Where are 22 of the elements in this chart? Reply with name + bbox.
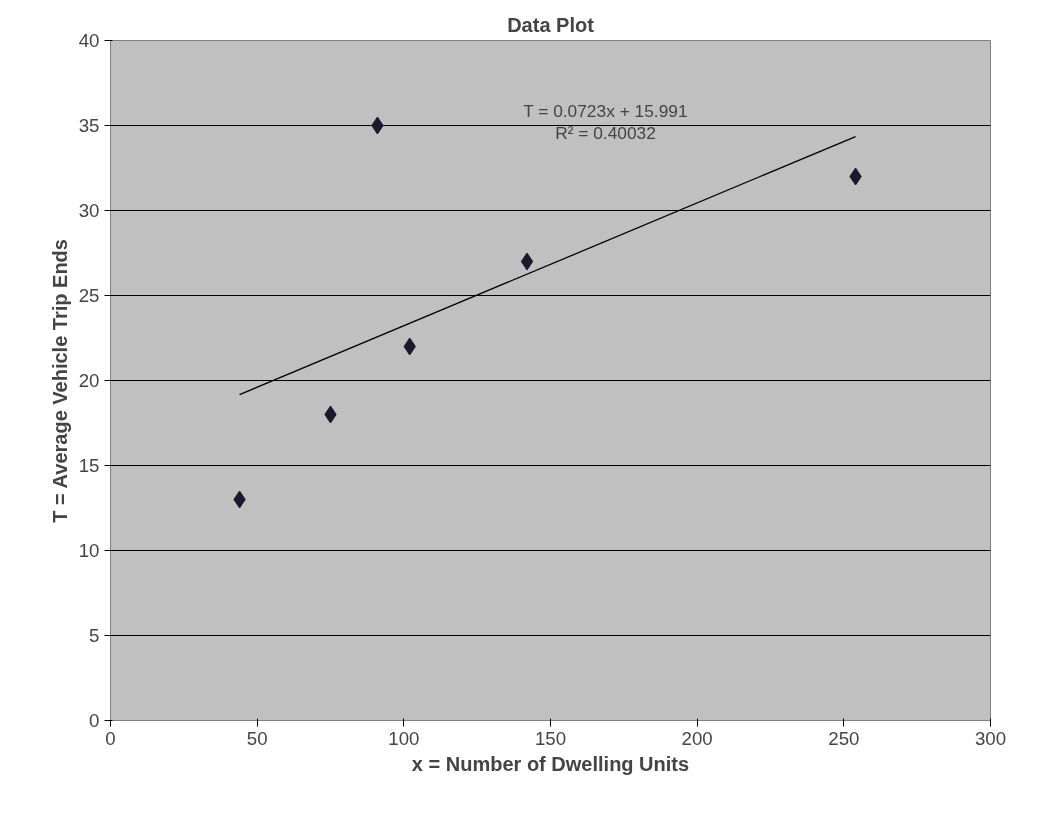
y-tick-label: 5	[89, 625, 100, 646]
y-tick-label: 40	[78, 30, 100, 51]
x-tick-label: 200	[681, 727, 713, 749]
y-tick-label: 0	[89, 710, 100, 731]
x-tick-label: 50	[246, 727, 268, 749]
y-tick-label: 35	[78, 115, 100, 136]
y-tick-label: 10	[78, 540, 100, 561]
y-tick-label: 30	[78, 200, 100, 221]
x-tick-label: 100	[388, 727, 420, 749]
x-tick-label: 0	[105, 727, 116, 749]
x-axis-title: x = Number of Dwelling Units	[411, 752, 690, 775]
chart-title: Data Plot	[507, 13, 595, 36]
y-tick-label: 25	[78, 285, 100, 306]
x-tick-label: 250	[828, 727, 860, 749]
y-tick-label: 20	[78, 370, 100, 391]
x-tick-label: 300	[974, 727, 1007, 749]
point	[520, 252, 534, 271]
annotation: R² = 0.40032	[555, 122, 656, 143]
annotation: T = 0.0723x + 15.991	[523, 100, 688, 121]
y-tick-label: 15	[78, 455, 100, 476]
x-tick-label: 150	[534, 727, 567, 749]
y-axis-title: T = Average Vehicle Trip Ends	[48, 239, 71, 523]
